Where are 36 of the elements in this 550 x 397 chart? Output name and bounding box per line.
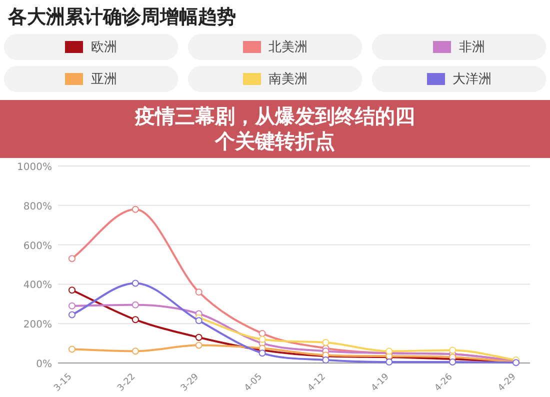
point xyxy=(195,288,202,296)
point xyxy=(68,311,76,318)
point xyxy=(195,334,202,341)
y-tick-label: 600% xyxy=(23,240,52,252)
y-tick-label: 200% xyxy=(23,320,52,331)
legend-label: 大洋洲 xyxy=(372,66,546,92)
point xyxy=(322,356,330,364)
point xyxy=(132,316,139,324)
y-tick-label: 800% xyxy=(23,201,52,212)
chart-title: 各大洲累计确诊周增幅趋势 xyxy=(8,5,236,30)
legend-label: 亚洲 xyxy=(4,66,178,92)
y-tick-label: 1000% xyxy=(17,162,52,173)
point xyxy=(386,358,393,366)
point xyxy=(68,346,76,353)
y-tick-label: 400% xyxy=(23,280,52,292)
point xyxy=(68,302,76,310)
text: 疫情三幕剧，从爆发到终结的四个关键转折点 xyxy=(134,104,416,154)
point xyxy=(68,255,76,262)
point xyxy=(132,301,139,308)
point xyxy=(132,206,139,213)
point xyxy=(132,280,139,287)
legend-label: 北美洲 xyxy=(188,34,362,60)
point xyxy=(258,336,266,343)
legend-label: 欧洲 xyxy=(4,34,178,60)
point xyxy=(449,358,456,366)
point xyxy=(449,346,456,354)
point xyxy=(322,339,330,346)
y-tick-label: 0% xyxy=(36,359,52,370)
legend-label: 非洲 xyxy=(372,34,546,60)
legend-label: 南美洲 xyxy=(188,66,362,92)
point xyxy=(258,350,266,357)
point xyxy=(68,286,76,294)
point xyxy=(258,330,266,337)
point xyxy=(195,342,202,349)
point xyxy=(132,348,139,355)
point xyxy=(195,317,202,324)
